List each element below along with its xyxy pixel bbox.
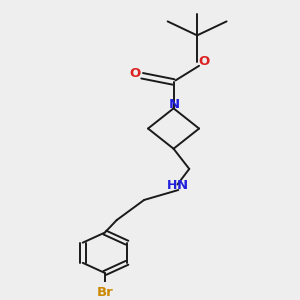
- Text: Br: Br: [97, 286, 113, 299]
- Text: O: O: [199, 55, 210, 68]
- Text: N: N: [177, 179, 188, 193]
- Text: N: N: [169, 98, 180, 111]
- Text: O: O: [130, 67, 141, 80]
- Text: H: H: [167, 179, 177, 193]
